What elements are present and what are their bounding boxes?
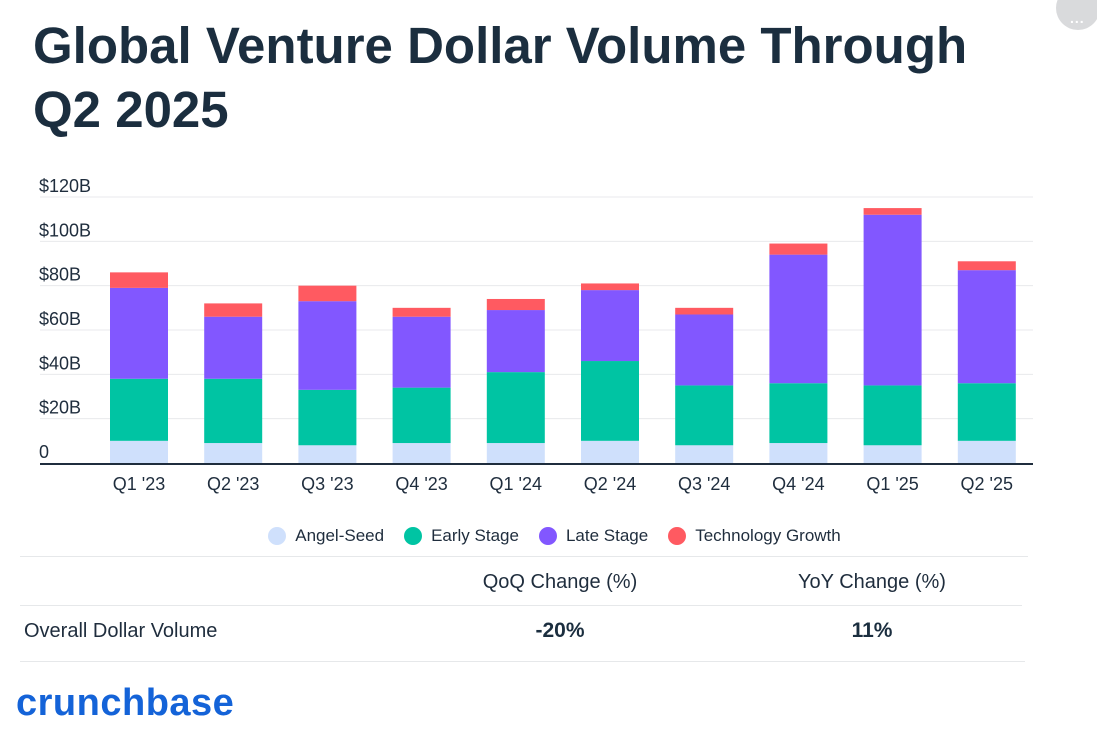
y-tick-label: $60B [39, 309, 81, 329]
y-tick-label: 0 [39, 442, 49, 462]
x-axis-ticks: Q1 '23 Q2 '23 Q3 '23 Q4 '23 Q1 '24 Q2 '24 Q3 '… [113, 474, 1013, 494]
bar-segment [298, 285, 357, 302]
bar-stack [957, 261, 1016, 463]
bar-segment [957, 383, 1016, 441]
x-tick-label: Q3 '24 [678, 474, 730, 494]
table-top-divider [20, 556, 1028, 557]
bar-segment [298, 301, 357, 390]
bar-segment [769, 383, 828, 444]
qoq-header: QoQ Change (%) [482, 571, 638, 593]
legend-swatch [668, 527, 687, 545]
bar-segment [863, 445, 922, 463]
legend-swatch [538, 527, 557, 545]
bar-stack [675, 307, 734, 463]
bar-segment [957, 440, 1016, 463]
bar-segment [204, 443, 263, 463]
y-tick-label: $40B [39, 353, 81, 373]
x-tick-label: Q2 '24 [584, 474, 636, 494]
bar-stack [110, 272, 168, 463]
legend-item: Early Stage [404, 526, 519, 546]
bar-segment [581, 283, 639, 291]
x-tick-label: Q2 '25 [961, 474, 1013, 494]
legend-item: Technology Growth [668, 526, 841, 546]
legend-label: Late Stage [565, 526, 649, 545]
bar-segment [863, 208, 922, 215]
ellipsis-icon: ... [1070, 10, 1085, 26]
bar-segment [769, 243, 828, 255]
legend-label: Early Stage [431, 526, 519, 545]
bar-segment [392, 443, 451, 463]
bar-segment [298, 445, 357, 463]
bar-segment [486, 372, 545, 444]
bar-stack [204, 303, 263, 463]
bar-segment [204, 303, 263, 317]
bar-segment [581, 440, 639, 463]
page-title: Global Venture Dollar Volume Through Q2 … [33, 17, 968, 138]
stacked-bar-chart: 0 $20B $40B $60B $80B $100B $120B Q1 '23 Q2 '23… [39, 176, 1033, 494]
bars [110, 208, 1016, 463]
bar-stack [486, 298, 545, 463]
bar-segment [110, 378, 168, 441]
qoq-value: -20% [535, 619, 585, 642]
y-axis-ticks: 0 $20B $40B $60B $80B $100B $120B [39, 176, 91, 462]
bar-segment [863, 214, 922, 386]
bar-segment [298, 389, 357, 446]
table-header-divider [20, 605, 1022, 606]
y-tick-label: $120B [39, 176, 91, 196]
yoy-header: YoY Change (%) [798, 571, 946, 593]
bar-segment [110, 287, 168, 379]
bar-segment [392, 387, 451, 444]
y-tick-label: $20B [39, 398, 81, 418]
x-tick-label: Q2 '23 [207, 474, 259, 494]
table-row-label: Overall Dollar Volume [24, 620, 218, 642]
bar-stack [769, 243, 828, 463]
bar-segment [957, 261, 1016, 271]
legend: Angel-Seed Early Stage Late Stage Technolog… [0, 524, 1097, 548]
bar-segment [486, 298, 545, 311]
bar-segment [675, 314, 734, 386]
legend-swatch [404, 527, 423, 545]
bar-segment [675, 307, 734, 315]
bar-segment [392, 316, 451, 388]
x-tick-label: Q4 '24 [772, 474, 824, 494]
bar-segment [486, 310, 545, 373]
x-tick-label: Q3 '23 [301, 474, 353, 494]
bar-stack [863, 208, 922, 463]
x-tick-label: Q1 '25 [866, 474, 918, 494]
bar-segment [675, 445, 734, 463]
x-tick-label: Q1 '24 [490, 474, 542, 494]
y-tick-label: $80B [39, 265, 81, 285]
legend-item: Late Stage [538, 526, 649, 546]
bar-stack [298, 285, 357, 463]
crunchbase-logo: crunchbase [16, 682, 235, 724]
yoy-value: 11% [851, 619, 893, 642]
x-tick-label: Q4 '23 [395, 474, 447, 494]
bar-segment [769, 443, 828, 463]
bar-segment [486, 443, 545, 463]
bar-segment [110, 440, 168, 463]
x-tick-label: Q1 '23 [113, 474, 165, 494]
legend-label: Technology Growth [695, 526, 841, 545]
bar-segment [581, 361, 639, 441]
bar-segment [957, 270, 1016, 384]
bar-segment [581, 290, 639, 362]
bar-stack [581, 283, 639, 463]
bar-segment [392, 307, 451, 317]
bar-segment [863, 385, 922, 446]
bar-segment [204, 316, 263, 379]
bar-segment [769, 254, 828, 384]
legend-swatch [268, 527, 287, 545]
table-bottom-divider [20, 661, 1025, 662]
bar-segment [110, 272, 168, 288]
bar-segment [204, 378, 263, 444]
legend-item: Angel-Seed [268, 526, 384, 546]
legend-label: Angel-Seed [295, 526, 385, 545]
bar-stack [392, 307, 451, 463]
bar-segment [675, 385, 734, 446]
y-tick-label: $100B [39, 220, 91, 240]
